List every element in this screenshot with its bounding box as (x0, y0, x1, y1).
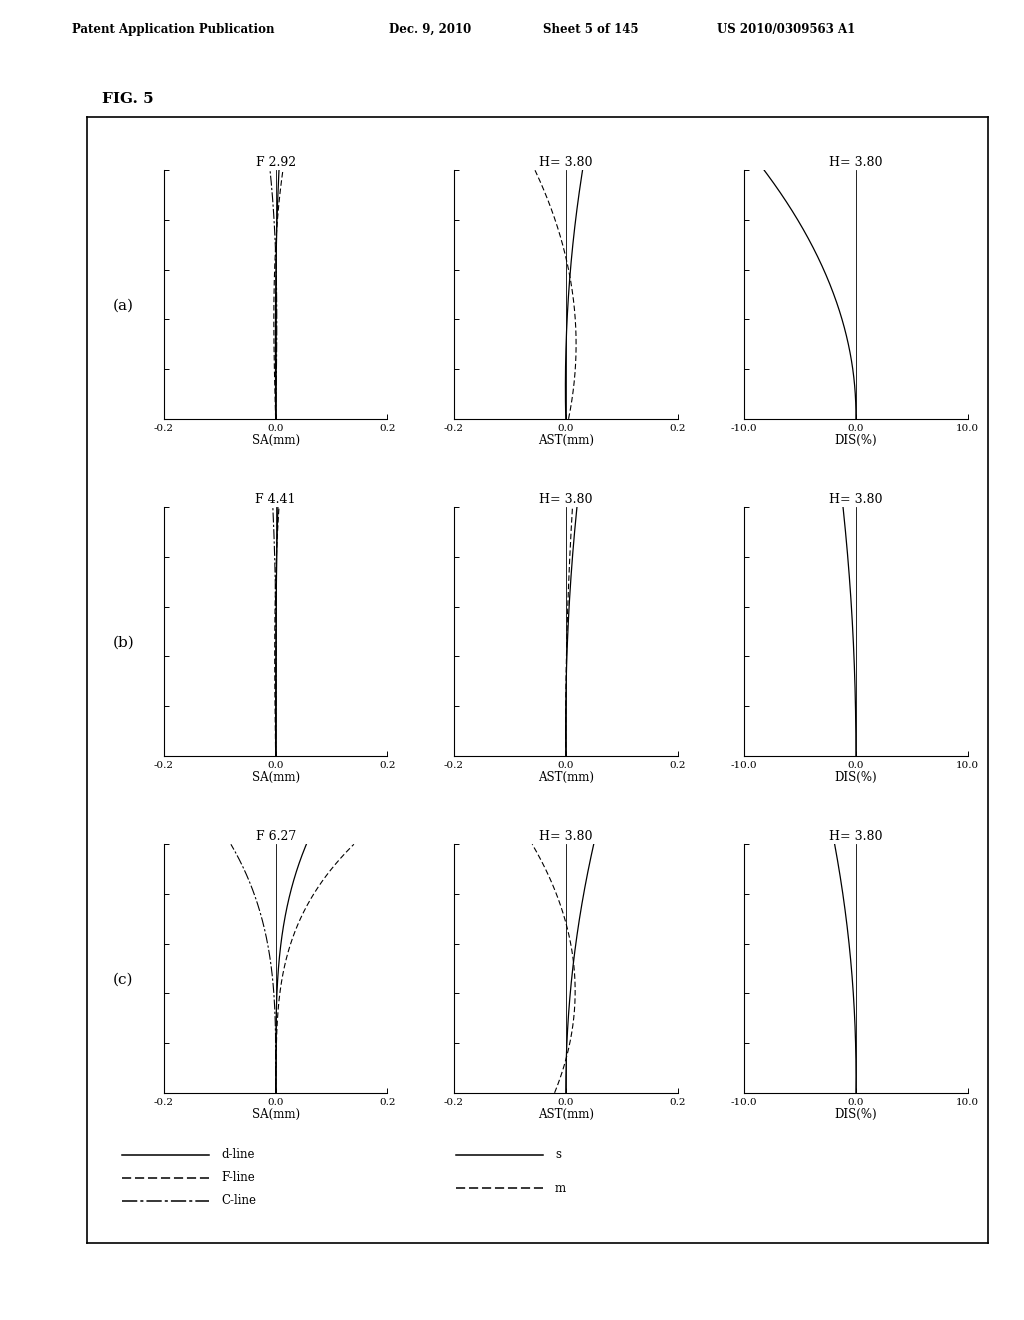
Text: FIG. 5: FIG. 5 (102, 92, 154, 106)
Text: d-line: d-line (221, 1148, 255, 1162)
Title: F 6.27: F 6.27 (256, 830, 296, 843)
Title: H= 3.80: H= 3.80 (539, 494, 593, 506)
Text: US 2010/0309563 A1: US 2010/0309563 A1 (717, 22, 855, 36)
Title: F 2.92: F 2.92 (256, 156, 296, 169)
Text: Patent Application Publication: Patent Application Publication (72, 22, 274, 36)
Title: H= 3.80: H= 3.80 (539, 156, 593, 169)
Text: Sheet 5 of 145: Sheet 5 of 145 (543, 22, 638, 36)
X-axis label: DIS(%): DIS(%) (835, 771, 878, 784)
Text: s: s (555, 1148, 561, 1162)
Text: C-line: C-line (221, 1195, 256, 1206)
Text: Dec. 9, 2010: Dec. 9, 2010 (389, 22, 471, 36)
X-axis label: SA(mm): SA(mm) (252, 1107, 300, 1121)
X-axis label: AST(mm): AST(mm) (538, 771, 594, 784)
Text: (b): (b) (113, 636, 134, 649)
Text: m: m (555, 1181, 566, 1195)
Title: H= 3.80: H= 3.80 (539, 830, 593, 843)
Text: (a): (a) (113, 298, 134, 313)
Title: H= 3.80: H= 3.80 (829, 494, 883, 506)
Title: F 4.41: F 4.41 (255, 494, 296, 506)
Title: H= 3.80: H= 3.80 (829, 156, 883, 169)
Text: (c): (c) (113, 973, 133, 987)
X-axis label: SA(mm): SA(mm) (252, 434, 300, 447)
X-axis label: AST(mm): AST(mm) (538, 434, 594, 447)
X-axis label: DIS(%): DIS(%) (835, 1107, 878, 1121)
Title: H= 3.80: H= 3.80 (829, 830, 883, 843)
Text: F-line: F-line (221, 1171, 255, 1184)
X-axis label: SA(mm): SA(mm) (252, 771, 300, 784)
X-axis label: DIS(%): DIS(%) (835, 434, 878, 447)
X-axis label: AST(mm): AST(mm) (538, 1107, 594, 1121)
